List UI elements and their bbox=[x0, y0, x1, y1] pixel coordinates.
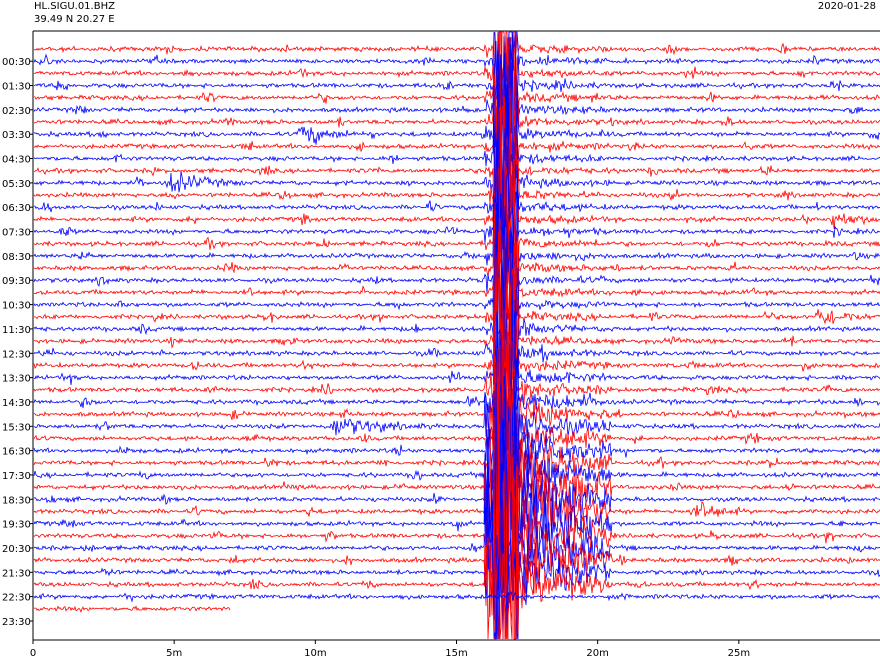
seismic-trace-40 bbox=[33, 353, 880, 640]
seismic-trace-17 bbox=[33, 149, 880, 365]
hour-label: 22:30 bbox=[2, 593, 31, 604]
seismic-trace-27 bbox=[33, 328, 880, 449]
hour-label: 09:30 bbox=[2, 276, 31, 287]
hour-label: 02:30 bbox=[2, 106, 31, 117]
seismic-trace-46 bbox=[33, 605, 231, 614]
hour-label: 20:30 bbox=[2, 544, 31, 555]
seismic-trace-28 bbox=[33, 284, 880, 553]
seismic-trace-6 bbox=[33, 44, 880, 223]
seismic-trace-37 bbox=[33, 379, 880, 637]
hour-label: 10:30 bbox=[2, 301, 31, 312]
seismic-trace-41 bbox=[33, 424, 880, 640]
seismic-trace-10 bbox=[33, 105, 880, 254]
hour-label: 06:30 bbox=[2, 203, 31, 214]
hour-label: 19:30 bbox=[2, 520, 31, 531]
seismic-trace-43 bbox=[33, 447, 880, 640]
hour-label: 14:30 bbox=[2, 398, 31, 409]
seismic-trace-9 bbox=[33, 69, 880, 230]
hour-label: 08:30 bbox=[2, 252, 31, 263]
x-tick-label: 0 bbox=[30, 648, 36, 659]
seismic-trace-20 bbox=[33, 202, 880, 363]
seismic-trace-7 bbox=[33, 54, 880, 234]
x-tick-label: 15m bbox=[445, 648, 467, 659]
seismic-trace-2 bbox=[33, 31, 880, 148]
seismic-trace-35 bbox=[33, 367, 880, 593]
hour-label: 15:30 bbox=[2, 422, 31, 433]
hour-label: 05:30 bbox=[2, 179, 31, 190]
seismic-traces bbox=[33, 31, 880, 640]
seismic-trace-44 bbox=[33, 434, 880, 640]
hour-label: 16:30 bbox=[2, 447, 31, 458]
station-coordinates: 39.49 N 20.27 E bbox=[34, 14, 115, 25]
seismic-trace-11 bbox=[33, 65, 880, 278]
hour-label: 13:30 bbox=[2, 374, 31, 385]
time-axis: 0 5m 10m 15m 20m 25m bbox=[30, 640, 750, 659]
seismic-trace-21 bbox=[33, 203, 880, 391]
hour-label: 00:30 bbox=[2, 57, 31, 68]
seismic-trace-32 bbox=[33, 273, 880, 490]
hour-label: 17:30 bbox=[2, 471, 31, 482]
seismic-trace-23 bbox=[33, 207, 880, 386]
hour-label: 18:30 bbox=[2, 495, 31, 506]
seismic-trace-5 bbox=[33, 31, 880, 172]
record-date: 2020-01-28 bbox=[817, 1, 876, 12]
seismic-trace-13 bbox=[33, 91, 880, 261]
seismic-trace-39 bbox=[33, 376, 880, 640]
seismic-trace-19 bbox=[33, 160, 880, 384]
hour-label: 04:30 bbox=[2, 155, 31, 166]
hour-label: 01:30 bbox=[2, 82, 31, 93]
seismic-trace-42 bbox=[33, 424, 880, 640]
seismic-trace-16 bbox=[33, 160, 880, 330]
x-tick-label: 25m bbox=[728, 648, 750, 659]
seismic-trace-25 bbox=[33, 243, 880, 449]
seismic-trace-4 bbox=[33, 36, 880, 225]
x-tick-label: 5m bbox=[166, 648, 182, 659]
seismic-trace-15 bbox=[33, 146, 880, 341]
hour-label: 07:30 bbox=[2, 228, 31, 239]
seismic-trace-1 bbox=[33, 31, 880, 185]
x-tick-label: 20m bbox=[586, 648, 608, 659]
seismic-trace-26 bbox=[33, 273, 880, 459]
seismic-trace-34 bbox=[33, 330, 880, 573]
seismic-trace-12 bbox=[33, 106, 880, 276]
hour-label: 12:30 bbox=[2, 349, 31, 360]
hour-label: 21:30 bbox=[2, 568, 31, 579]
station-code: HL.SIGU.01.BHZ bbox=[34, 1, 115, 12]
hour-label: 11:30 bbox=[2, 325, 31, 336]
hour-labels: 00:30 01:30 02:30 03:30 04:30 05:30 06:30 07:30… bbox=[2, 57, 33, 628]
hour-label: 23:30 bbox=[2, 617, 31, 628]
hour-label: 03:30 bbox=[2, 130, 31, 141]
seismic-trace-0 bbox=[33, 31, 880, 165]
x-tick-label: 10m bbox=[304, 648, 326, 659]
seismic-trace-8 bbox=[33, 87, 880, 271]
seismic-trace-33 bbox=[33, 350, 880, 518]
seismic-trace-22 bbox=[33, 227, 880, 401]
seismic-trace-30 bbox=[33, 356, 880, 533]
seismic-trace-45 bbox=[33, 591, 880, 603]
seismic-trace-24 bbox=[33, 256, 880, 406]
seismic-trace-18 bbox=[33, 159, 880, 406]
seismic-trace-38 bbox=[33, 390, 880, 640]
seismic-trace-29 bbox=[33, 274, 880, 522]
seismic-trace-31 bbox=[33, 311, 880, 526]
seismic-trace-36 bbox=[33, 347, 880, 595]
seismic-trace-3 bbox=[33, 31, 880, 155]
seismic-trace-14 bbox=[33, 159, 880, 345]
